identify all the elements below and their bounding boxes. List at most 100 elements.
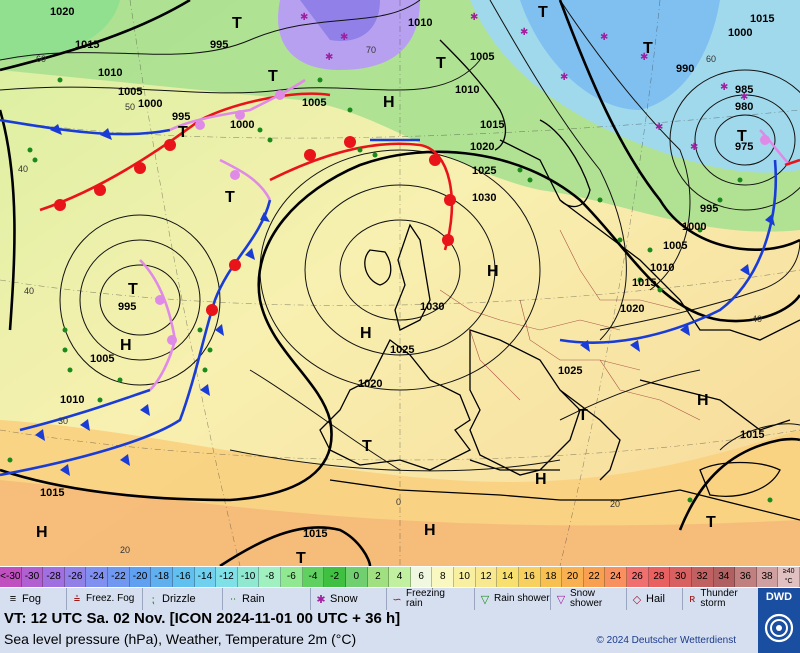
legend-separator <box>66 588 67 610</box>
isobar-label: 1030 <box>420 301 444 313</box>
legend-separator <box>474 588 475 610</box>
temperature-legend-cell: -26 <box>64 567 87 587</box>
legend-separator <box>142 588 143 610</box>
isobar-label: 1025 <box>390 344 414 356</box>
map-info-panel: VT: 12 UTC Sa. 02 Nov. [ICON 2024-11-01 … <box>0 610 758 653</box>
svg-text:✱: ✱ <box>325 52 333 63</box>
temperature-legend-cell: -24 <box>86 567 109 587</box>
temperature-legend-cell: 2 <box>367 567 390 587</box>
isobar-label: 995 <box>118 301 136 313</box>
temperature-legend-cell: 28 <box>648 567 671 587</box>
weather-legend-item: ∙∙ Rain <box>226 588 265 610</box>
weather-legend-item: ✱ Snow <box>314 588 358 610</box>
isotherm-label: 40 <box>24 286 34 296</box>
temperature-legend-cell: 4 <box>389 567 411 587</box>
dwd-logo-text: DWD <box>765 591 793 603</box>
isobar-label: 1015 <box>40 487 64 499</box>
isobar-label: 1010 <box>650 262 674 274</box>
svg-text:✱: ✱ <box>560 72 568 83</box>
low-pressure-center: T <box>706 514 716 531</box>
isobar-label: 1010 <box>455 84 479 96</box>
isotherm-label: 40 <box>752 314 762 324</box>
isobar-label: 995 <box>172 111 190 123</box>
low-pressure-center: T <box>225 189 235 206</box>
isobar-label: 1000 <box>682 221 706 233</box>
low-pressure-center: T <box>436 55 446 72</box>
isotherm-label: 60 <box>36 54 46 64</box>
temperature-legend-cell: 34 <box>713 567 736 587</box>
isobar-label: 1010 <box>60 394 84 406</box>
temperature-legend-cell: 26 <box>627 567 649 587</box>
temperature-legend-cell: 22 <box>583 567 606 587</box>
low-pressure-center: T <box>538 4 548 21</box>
isobar-label: 1000 <box>138 98 162 110</box>
snow-icon: ✱ <box>316 593 326 606</box>
isobar-label: 1005 <box>663 240 687 252</box>
weather-symbol-legend: ≡ Fog ⩮ Freez. Fog ⁏ Drizzle ∙∙ Rain ✱ Snow ∽ Freez… <box>0 588 758 610</box>
temperature-legend-cell: -12 <box>216 567 238 587</box>
isobar-label: 1005 <box>90 353 114 365</box>
high-pressure-center: H <box>120 337 132 354</box>
legend-separator <box>310 588 311 610</box>
svg-text:✱: ✱ <box>520 27 528 38</box>
high-pressure-center: H <box>697 392 709 409</box>
temperature-legend-cell: -6 <box>281 567 303 587</box>
temperature-legend-cell: -18 <box>151 567 173 587</box>
weather-legend-label: Thunder storm <box>700 588 738 609</box>
weather-legend-label: Hail <box>646 593 665 605</box>
isobar-label: 1015 <box>303 528 327 540</box>
svg-text:✱: ✱ <box>690 142 698 153</box>
high-pressure-center: H <box>360 325 372 342</box>
isobar-label: 1005 <box>470 51 494 63</box>
isotherm-label: 70 <box>366 45 376 55</box>
temperature-legend-cell: 36 <box>735 567 757 587</box>
svg-text:✱: ✱ <box>470 12 478 23</box>
isobar-label: 1020 <box>358 378 382 390</box>
temperature-legend-cell: -30 <box>21 567 44 587</box>
coastlines <box>319 39 800 521</box>
temperature-legend-cell: 38 <box>756 567 779 587</box>
temperature-legend-cell: 24 <box>605 567 627 587</box>
weather-legend-label: Rain shower <box>494 593 550 604</box>
low-pressure-center: T <box>128 281 138 298</box>
isobar-label: 1020 <box>50 6 74 18</box>
isobar-label: 1015 <box>632 277 656 289</box>
valid-time: VT: 12 UTC Sa. 02 Nov. [ICON 2024-11-01 … <box>4 610 401 627</box>
high-pressure-center: H <box>535 471 547 488</box>
low-pressure-center: T <box>643 40 653 57</box>
temperature-legend-cell: ≥40 °C <box>778 567 800 587</box>
isobar-label: 1010 <box>98 67 122 79</box>
temperature-legend-cell: 12 <box>475 567 498 587</box>
fog-icon: ≡ <box>9 593 17 605</box>
weather-legend-label: Drizzle <box>162 593 196 605</box>
isobar-label: 1025 <box>558 365 582 377</box>
svg-text:✱: ✱ <box>740 92 748 103</box>
temperature-legend-cell: -22 <box>108 567 130 587</box>
temperature-legend-cell: -8 <box>259 567 282 587</box>
isobar-label: 1015 <box>750 13 774 25</box>
weather-legend-item: ⩮ Freez. Fog <box>70 588 135 610</box>
isotherm-label: 0 <box>396 497 401 507</box>
weather-legend-item: ʀ Thunder storm <box>686 588 758 610</box>
isobar-label: 985 <box>735 84 753 96</box>
weather-legend-item: ∽ Freezing rain <box>390 588 464 610</box>
isobar-label: 1005 <box>302 97 326 109</box>
isobar-label: 1025 <box>472 165 496 177</box>
isobar-label: 1020 <box>620 303 644 315</box>
isotherm-label: 50 <box>125 102 135 112</box>
high-pressure-center: H <box>424 522 436 539</box>
legend-separator <box>222 588 223 610</box>
rain-shower-icon: ▽ <box>480 593 490 606</box>
temperature-legend-cell: 32 <box>691 567 714 587</box>
svg-text:✱: ✱ <box>340 32 348 43</box>
isobar-label: 1020 <box>470 141 494 153</box>
weather-legend-item: ⁏ Drizzle <box>146 588 196 610</box>
weather-legend-label: Snow <box>330 593 358 605</box>
temperature-legend: <-30 -30 -28 -26 -24 -22 -20 -18 -16 -14 -12 -10 -8-… <box>0 566 800 588</box>
weather-legend-label: Snow shower <box>570 588 603 609</box>
temperature-legend-cell: 14 <box>497 567 519 587</box>
dwd-logo: DWD <box>758 588 800 653</box>
weather-legend-item: ▽ Snow shower <box>554 588 628 610</box>
temperature-legend-cell: -4 <box>302 567 325 587</box>
isobar-label: 995 <box>700 203 718 215</box>
